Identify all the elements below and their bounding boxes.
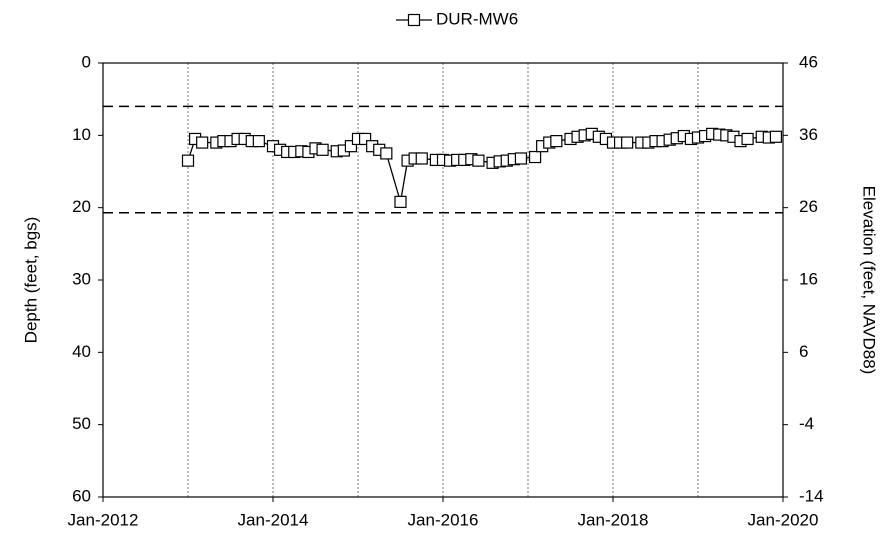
y-tick-label: 50 bbox=[72, 414, 91, 433]
legend-marker bbox=[407, 13, 421, 27]
x-tick-label: Jan-2016 bbox=[408, 510, 479, 529]
y-tick-label: 60 bbox=[72, 486, 91, 505]
data-point bbox=[380, 147, 393, 160]
x-tick-label: Jan-2020 bbox=[748, 510, 819, 529]
y-axis-label: Depth (feet, bgs) bbox=[21, 217, 40, 344]
data-point bbox=[358, 132, 372, 146]
y-tick-label: 20 bbox=[72, 197, 91, 216]
y2-tick-label: 26 bbox=[799, 197, 818, 216]
y-tick-label: 30 bbox=[72, 269, 91, 288]
data-point bbox=[514, 152, 528, 165]
y-tick-label: 0 bbox=[82, 52, 91, 71]
data-point bbox=[528, 150, 542, 164]
y-tick-label: 10 bbox=[72, 125, 91, 144]
y2-tick-label: 6 bbox=[799, 342, 808, 361]
data-point bbox=[472, 154, 485, 167]
data-point bbox=[181, 154, 195, 167]
y2-tick-label: 36 bbox=[799, 125, 818, 144]
data-point bbox=[769, 130, 783, 143]
y2-tick-label: 16 bbox=[799, 269, 818, 288]
data-point bbox=[415, 152, 428, 165]
data-point bbox=[316, 143, 329, 156]
x-tick-label: Jan-2012 bbox=[68, 510, 139, 529]
data-point bbox=[741, 132, 754, 146]
legend-label: DUR-MW6 bbox=[436, 9, 518, 28]
y2-axis-label: Elevation (feet, NAVD88) bbox=[860, 186, 879, 375]
data-point bbox=[621, 136, 634, 149]
data-point bbox=[344, 140, 358, 153]
y-tick-label: 40 bbox=[72, 342, 91, 361]
data-point bbox=[394, 195, 407, 208]
y2-tick-label: -14 bbox=[799, 486, 824, 505]
data-point bbox=[196, 136, 209, 149]
y2-tick-label: 46 bbox=[799, 52, 818, 71]
y2-tick-label: -4 bbox=[799, 414, 814, 433]
x-tick-label: Jan-2018 bbox=[578, 510, 649, 529]
data-point bbox=[252, 135, 265, 148]
data-point bbox=[550, 135, 563, 148]
x-tick-label: Jan-2014 bbox=[238, 510, 309, 529]
